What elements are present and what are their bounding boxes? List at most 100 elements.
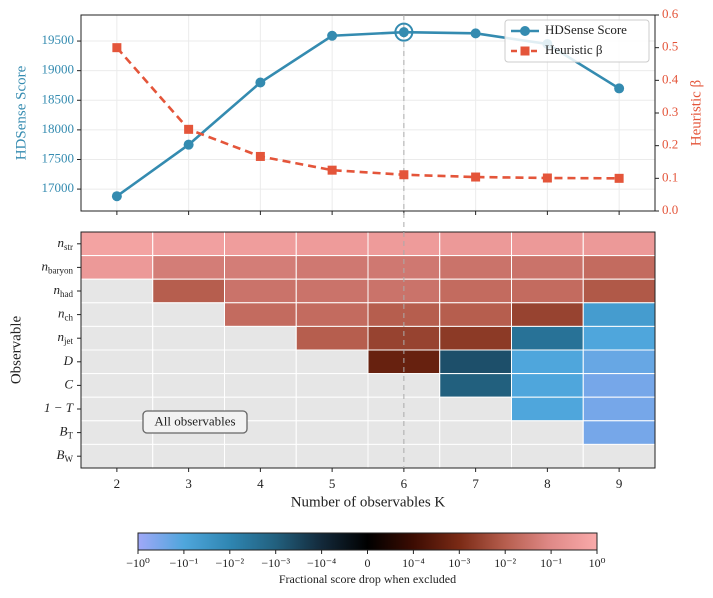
row-label-main: n — [58, 329, 65, 344]
legend-box — [504, 19, 650, 63]
row-label-main: n — [54, 282, 61, 297]
colorbar — [137, 532, 598, 551]
empty-cell — [511, 420, 584, 445]
empty-cell — [582, 443, 656, 469]
empty-cell — [224, 373, 297, 398]
row-label-main: C — [64, 376, 73, 391]
row-label: 1 − T — [44, 400, 74, 415]
y-axis-label: Observable — [8, 316, 24, 385]
x-tick-label: 4 — [257, 476, 264, 491]
colorbar-tick-label: −10⁻³ — [261, 556, 290, 570]
empty-cell — [80, 396, 154, 422]
x-tick-label: 8 — [544, 476, 551, 491]
cell — [439, 278, 512, 304]
y-tick-label: 19000 — [42, 62, 75, 77]
point — [471, 172, 481, 182]
empty-cell — [152, 349, 225, 375]
empty-cell — [224, 325, 297, 351]
empty-cell — [224, 443, 297, 469]
row-label-sub: jet — [63, 336, 73, 346]
row-label: BW — [57, 447, 74, 464]
cell — [511, 373, 584, 398]
empty-cell — [439, 396, 512, 422]
row-label-main: B — [60, 424, 68, 439]
cell — [295, 278, 369, 304]
cell — [439, 231, 512, 257]
empty-cell — [80, 349, 154, 375]
x-axis-label: Number of observables K — [291, 494, 446, 510]
y-tick-label: 19500 — [42, 32, 75, 47]
cell — [439, 373, 512, 398]
empty-cell — [295, 443, 369, 469]
legend-marker — [520, 46, 530, 56]
colorbar-tick-label: 10⁻⁴ — [402, 556, 425, 570]
colorbar-tick-label: −10⁻² — [215, 556, 244, 570]
point — [327, 30, 338, 41]
cell — [582, 231, 656, 257]
cell — [80, 231, 154, 257]
empty-cell — [80, 278, 154, 304]
cell — [224, 302, 297, 327]
row-label-sub: baryon — [48, 265, 73, 275]
legend-label: HDSense Score — [545, 22, 627, 37]
y2-tick-label: 0.3 — [662, 104, 678, 119]
y2-axis-label: Heuristic β — [688, 80, 704, 146]
x-tick-label: 7 — [472, 476, 479, 491]
y2-tick-label: 0.5 — [662, 39, 678, 54]
cell — [152, 255, 225, 280]
y2-tick-label: 0.2 — [662, 137, 678, 152]
row-label-main: B — [57, 447, 65, 462]
y-tick-label: 18500 — [42, 91, 75, 106]
empty-cell — [80, 443, 154, 469]
cell — [582, 420, 656, 445]
point — [398, 27, 409, 38]
legend-label: Heuristic β — [545, 42, 603, 57]
empty-cell — [439, 420, 512, 445]
cell — [80, 255, 154, 280]
cell — [582, 373, 656, 398]
row-label-sub: T — [68, 431, 74, 441]
x-tick-label: 9 — [616, 476, 623, 491]
colorbar-tick-label: −10⁻¹ — [170, 556, 199, 570]
colorbar-tick-label: −10⁰ — [126, 556, 150, 570]
colorbar-tick-label: −10⁻⁴ — [307, 556, 336, 570]
row-label: nhad — [54, 282, 74, 299]
x-tick-label: 6 — [401, 476, 408, 491]
row-label-main: n — [42, 258, 49, 273]
colorbar-tick-label: 0 — [365, 556, 371, 570]
cell — [295, 231, 369, 257]
point — [255, 151, 265, 161]
point — [183, 139, 194, 150]
empty-cell — [295, 373, 369, 398]
y-axis-label: HDSense Score — [13, 65, 29, 160]
y2-tick-label: 0.0 — [662, 202, 678, 217]
row-label: njet — [58, 329, 74, 346]
legend: HDSense Score Heuristic β — [504, 19, 650, 63]
cell — [511, 396, 584, 422]
point — [111, 191, 122, 202]
row-label-sub: had — [60, 289, 73, 299]
empty-cell — [439, 443, 512, 469]
cell — [511, 349, 584, 375]
cell — [582, 255, 656, 280]
x-tick-label: 2 — [114, 476, 121, 491]
cell — [295, 255, 369, 280]
highlight-ring — [394, 22, 414, 42]
colorbar-tick-label: 10⁻² — [494, 556, 516, 570]
empty-cell — [367, 396, 441, 422]
empty-cell — [511, 443, 584, 469]
empty-cell — [152, 443, 225, 469]
cell — [224, 278, 297, 304]
row-label-sub: W — [65, 454, 74, 464]
empty-cell — [80, 373, 154, 398]
cell — [224, 231, 297, 257]
row-label: BT — [60, 424, 74, 441]
annotation-box — [142, 410, 248, 434]
cell — [439, 302, 512, 327]
colorbar-label: Fractional score drop when excluded — [279, 572, 456, 586]
row-label-sub: str — [64, 242, 73, 252]
cell — [295, 325, 369, 351]
cell — [367, 325, 441, 351]
